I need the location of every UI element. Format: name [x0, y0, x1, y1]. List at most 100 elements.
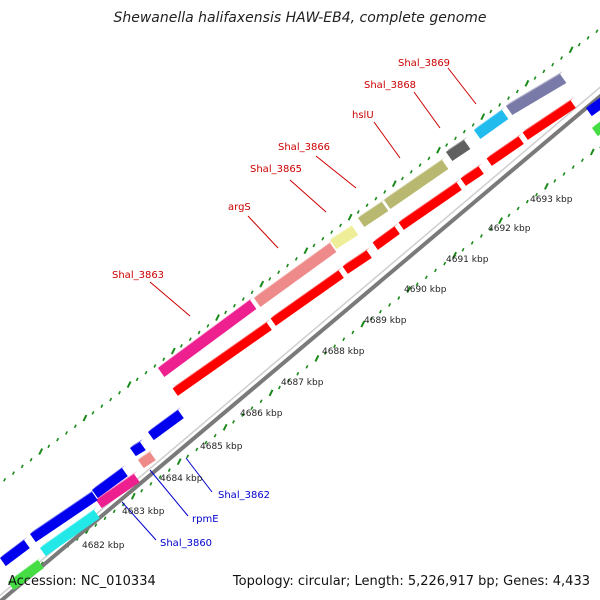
inner-tick [277, 385, 281, 390]
inner-tick [479, 234, 483, 238]
inner-tick [535, 192, 538, 197]
feature-blue-5 [0, 540, 30, 567]
feature-magenta-low [96, 474, 140, 509]
feature-rpme [138, 452, 156, 469]
outer-tick [250, 290, 254, 295]
outer-tick [224, 310, 228, 315]
feature-shal-3865-top [330, 223, 355, 240]
outer-tick [206, 323, 210, 328]
leader-line-top [247, 215, 279, 249]
outer-tick [330, 230, 334, 234]
outer-tick [489, 109, 493, 114]
outer-tick [268, 277, 272, 281]
scale-label: 4691 kbp [446, 255, 489, 265]
outer-tick [29, 457, 33, 462]
inner-tick [232, 420, 236, 424]
scale-label: 4693 kbp [530, 195, 573, 205]
feature-blue-3 [92, 468, 128, 499]
inner-tick [369, 316, 373, 321]
inner-tick [378, 309, 382, 314]
gene-label-bottom: Shal_3860 [160, 538, 212, 549]
leader-line-top [373, 121, 401, 159]
inner-tick [424, 275, 428, 280]
outer-tick [515, 89, 519, 94]
outer-tick [286, 263, 289, 268]
feature-blocks [0, 71, 600, 591]
cds-red-7-top [522, 97, 574, 133]
outer-tick [73, 424, 77, 429]
outer-tick [480, 113, 486, 121]
feature-slate-block-top [506, 71, 563, 106]
feature-green [8, 560, 44, 591]
label-leader-lines [121, 67, 477, 541]
feature-slate-block [506, 74, 567, 115]
cds-red-5 [460, 166, 484, 186]
outer-tick [595, 29, 599, 34]
feature-shal-3866 [358, 202, 389, 227]
feature-blue-1 [148, 410, 184, 441]
outer-tick [586, 36, 590, 40]
genome-summary-text: Topology: circular; Length: 5,226,917 bp… [232, 574, 590, 589]
outer-tick [524, 79, 530, 87]
outer-tick [144, 370, 148, 375]
inner-tick [195, 447, 199, 452]
feature-blue-4-top [30, 489, 95, 534]
feature-args [254, 243, 337, 307]
feature-magenta-low-top [96, 471, 137, 500]
outer-tick [400, 176, 404, 181]
feature-shal-3868 [446, 140, 471, 161]
inner-tick [259, 399, 263, 404]
inner-tick [571, 165, 575, 170]
gene-label-top: hslU [352, 110, 374, 121]
outer-tick [82, 414, 88, 422]
outer-tick [339, 223, 342, 228]
outer-tick [170, 347, 176, 355]
gene-label-top: Shal_3868 [364, 80, 416, 91]
inner-tick [323, 351, 327, 355]
inner-tick [452, 251, 458, 259]
outer-tick [418, 163, 422, 167]
inner-tick [516, 206, 520, 211]
outer-tick [568, 46, 574, 54]
outer-tick [303, 247, 309, 255]
gene-label-top: Shal_3863 [112, 270, 164, 281]
outer-tick [383, 190, 387, 194]
gene-label-top: Shal_3869 [398, 58, 450, 69]
outer-tick [20, 464, 24, 469]
inner-tick [305, 364, 309, 369]
feature-edge-blue [586, 98, 600, 117]
gene-label-top: Shal_3865 [250, 164, 302, 175]
feature-blue-5-top [0, 537, 27, 558]
leader-line-top [315, 155, 357, 189]
inner-tick [580, 158, 584, 163]
inner-tick [250, 406, 254, 410]
inner-tick [498, 217, 503, 225]
outer-tick [453, 136, 457, 141]
outer-tick [162, 357, 166, 362]
inner-tick [333, 344, 336, 349]
inner-tick [507, 213, 511, 218]
inner-tick [360, 320, 366, 328]
inner-tick [287, 378, 291, 383]
inner-tick [342, 337, 346, 342]
feature-blue-3-top [92, 465, 125, 490]
inner-tick [544, 182, 549, 190]
inner-tick [443, 261, 447, 266]
leader-line-top [447, 67, 477, 105]
outer-tick [347, 213, 353, 221]
inner-tick [525, 199, 529, 204]
cds-red-1-top [270, 267, 342, 319]
inner-tick [489, 227, 493, 231]
outer-tick [445, 143, 449, 147]
outer-tick [232, 303, 236, 308]
inner-tick [589, 148, 595, 156]
inner-tick [351, 330, 355, 335]
outer-tick [3, 477, 7, 482]
outer-tick [100, 404, 104, 409]
cds-red-4 [398, 182, 462, 230]
outer-tick [533, 76, 537, 80]
feature-blue-2 [130, 442, 146, 457]
inner-tick [112, 509, 116, 514]
scale-label: 4684 kbp [160, 474, 203, 484]
